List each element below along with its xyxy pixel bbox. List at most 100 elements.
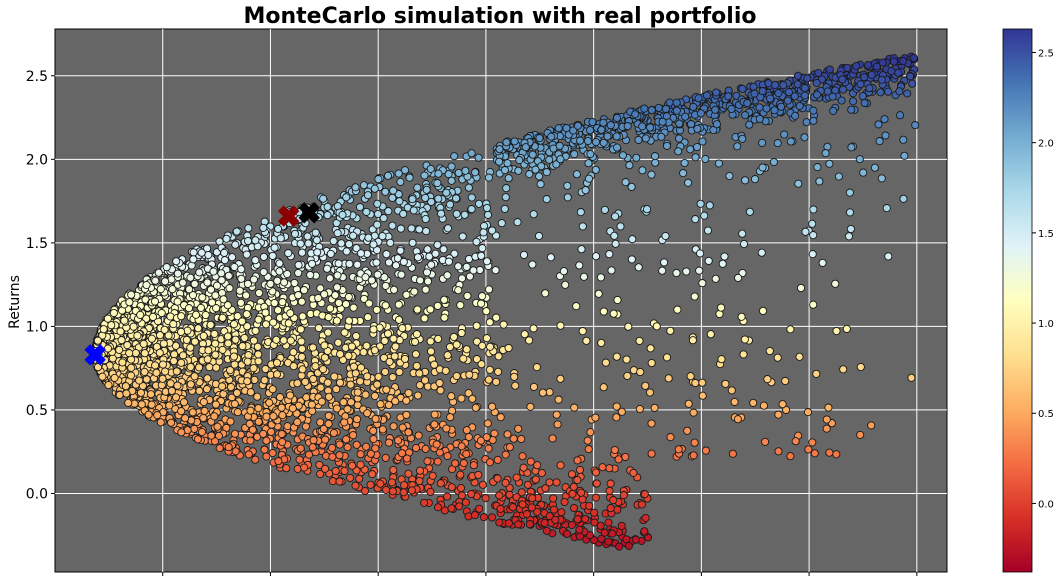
data-point	[286, 391, 295, 400]
data-point	[809, 116, 818, 125]
data-point	[369, 240, 378, 249]
data-point	[501, 450, 510, 459]
data-point	[340, 466, 349, 475]
data-point	[691, 153, 700, 162]
data-point	[774, 89, 783, 98]
data-point	[415, 466, 425, 475]
data-point	[182, 335, 191, 344]
data-point	[136, 310, 145, 319]
data-point	[464, 183, 473, 192]
data-point	[115, 390, 124, 399]
data-point	[428, 471, 437, 480]
data-point	[199, 413, 208, 423]
data-point	[556, 461, 565, 470]
data-point	[809, 106, 818, 115]
data-point	[845, 208, 855, 217]
data-point	[356, 460, 365, 469]
data-point	[294, 291, 303, 300]
data-point	[809, 205, 818, 214]
data-point	[877, 75, 886, 84]
data-point	[371, 444, 380, 453]
data-point	[235, 286, 244, 295]
data-point	[674, 147, 683, 156]
data-point	[383, 329, 393, 338]
data-point	[290, 229, 300, 238]
data-point	[251, 236, 260, 245]
data-point	[334, 298, 343, 307]
data-point	[824, 403, 833, 412]
data-point	[339, 398, 348, 407]
data-point	[226, 366, 235, 375]
data-point	[686, 372, 695, 381]
data-point	[363, 313, 372, 322]
data-point	[254, 417, 263, 426]
data-point	[784, 88, 793, 97]
data-point	[121, 382, 130, 391]
data-point	[773, 353, 782, 362]
data-point	[344, 292, 353, 302]
data-point	[454, 286, 463, 295]
data-point	[503, 430, 512, 439]
data-point	[636, 367, 645, 377]
data-point	[795, 101, 804, 111]
data-point	[433, 301, 442, 310]
data-point	[195, 386, 204, 395]
data-point	[430, 410, 439, 419]
data-point	[814, 68, 823, 78]
data-point	[454, 168, 463, 177]
data-point	[908, 79, 917, 88]
data-point	[629, 468, 638, 477]
data-point	[838, 75, 847, 84]
data-point	[408, 238, 417, 247]
data-point	[456, 301, 465, 310]
data-point	[329, 236, 338, 246]
data-point	[594, 289, 603, 298]
data-point	[290, 278, 299, 288]
data-point	[408, 195, 417, 204]
data-point	[153, 411, 162, 420]
data-point	[345, 240, 354, 249]
data-point	[554, 395, 563, 404]
data-point	[151, 276, 160, 285]
special-markers	[84, 202, 320, 366]
data-point	[190, 279, 199, 289]
data-point	[173, 297, 182, 306]
data-point	[400, 354, 410, 363]
data-point	[652, 322, 661, 331]
data-point	[578, 222, 587, 231]
data-point	[369, 434, 378, 444]
data-point	[276, 234, 285, 243]
data-point	[427, 197, 436, 206]
data-point	[867, 70, 876, 79]
data-point	[434, 169, 443, 178]
data-point	[211, 291, 220, 300]
data-point	[150, 297, 160, 306]
data-point	[237, 274, 246, 283]
data-point	[737, 312, 746, 321]
data-point	[404, 428, 413, 437]
data-point	[443, 271, 452, 280]
data-point	[745, 207, 754, 216]
data-point	[259, 252, 268, 261]
data-point	[482, 433, 491, 442]
data-point	[353, 388, 362, 397]
data-point	[407, 486, 416, 495]
data-point	[127, 290, 136, 299]
data-point	[447, 162, 456, 171]
data-point	[586, 428, 595, 437]
data-point	[160, 325, 169, 334]
data-point	[445, 200, 455, 209]
data-point	[505, 443, 514, 452]
data-point	[323, 264, 332, 273]
data-point	[381, 187, 390, 196]
data-point	[107, 321, 116, 330]
data-point	[197, 427, 207, 437]
data-point	[324, 392, 334, 401]
data-point	[423, 245, 432, 254]
data-point	[207, 298, 217, 307]
data-point	[839, 85, 848, 94]
data-point	[272, 335, 281, 344]
data-point	[456, 483, 466, 493]
data-point	[237, 265, 246, 274]
data-point	[399, 209, 408, 218]
